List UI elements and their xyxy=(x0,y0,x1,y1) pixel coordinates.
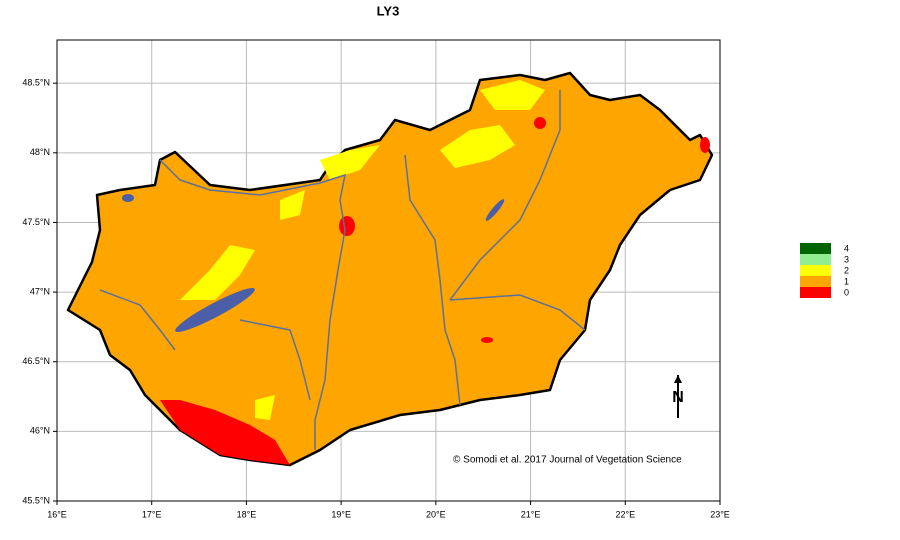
legend-label: 2 xyxy=(844,265,849,275)
map-title: LY3 xyxy=(377,3,400,18)
x-tick-label: 21°E xyxy=(521,509,541,519)
yellow-zone xyxy=(180,245,255,300)
legend-swatch xyxy=(800,276,831,287)
red-patch xyxy=(534,117,546,129)
legend-label: 3 xyxy=(844,254,849,264)
yellow-zone xyxy=(255,395,275,420)
river xyxy=(239,319,311,401)
y-tick-label: 46.5°N xyxy=(22,356,50,366)
legend-swatch xyxy=(800,243,831,254)
north-arrow-head xyxy=(674,375,682,383)
river xyxy=(449,294,586,331)
yellow-zone xyxy=(280,190,305,220)
red-patch xyxy=(481,337,493,343)
y-tick-label: 48.5°N xyxy=(22,78,50,88)
red-patch xyxy=(339,216,355,236)
yellow-zone xyxy=(440,125,515,168)
river xyxy=(159,159,346,450)
north-arrow: N xyxy=(672,375,684,418)
x-tick-label: 20°E xyxy=(426,509,446,519)
x-tick-label: 19°E xyxy=(331,509,351,519)
x-tick-label: 17°E xyxy=(142,509,162,519)
x-tick-label: 18°E xyxy=(237,509,257,519)
credit: © Somodi et al. 2017 Journal of Vegetati… xyxy=(453,455,682,466)
lake xyxy=(122,194,134,202)
country xyxy=(66,71,714,467)
yellow-zone xyxy=(480,80,545,110)
y-tick-label: 45.5°N xyxy=(22,495,50,505)
country-area xyxy=(66,71,714,467)
legend-label: 4 xyxy=(844,243,849,253)
red-patch xyxy=(700,137,710,153)
yellow-zone xyxy=(320,145,380,180)
legend-swatch xyxy=(800,265,831,276)
frame xyxy=(56,39,721,502)
x-tick-label: 16°E xyxy=(47,509,67,519)
legend-label: 0 xyxy=(844,287,849,297)
lake xyxy=(175,287,255,333)
rivers xyxy=(99,90,586,450)
x-tick-label: 22°E xyxy=(615,509,635,519)
north-label: N xyxy=(672,389,684,406)
lake xyxy=(485,199,505,221)
red-zone xyxy=(160,400,290,465)
legend-swatch xyxy=(800,287,831,298)
river xyxy=(99,289,176,351)
legend-swatch xyxy=(800,254,831,265)
y-tick-label: 47.5°N xyxy=(22,217,50,227)
y-tick-label: 48°N xyxy=(30,147,50,157)
river xyxy=(404,154,461,406)
x-tick-label: 23°E xyxy=(710,509,730,519)
y-tick-label: 46°N xyxy=(30,426,50,436)
y-tick-label: 47°N xyxy=(30,286,50,296)
legend-label: 1 xyxy=(844,276,849,286)
river xyxy=(449,90,561,301)
